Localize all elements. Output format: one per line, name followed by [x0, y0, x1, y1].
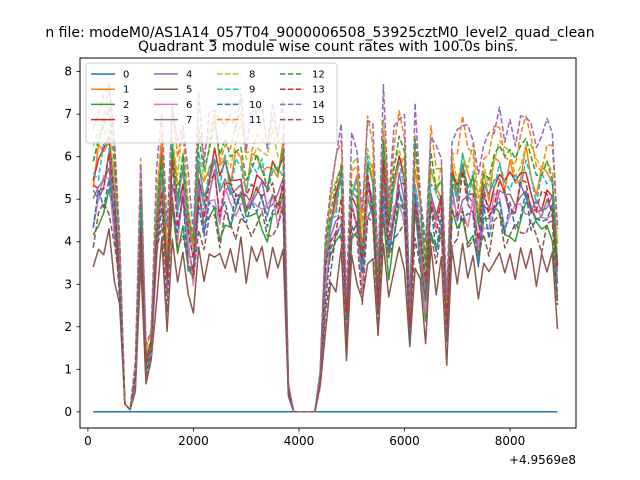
x-axis-offset-label: +4.9569e8	[509, 453, 576, 467]
legend-label: 11	[249, 115, 262, 126]
legend-label: 9	[249, 85, 255, 96]
x-tick-label: 4000	[284, 434, 315, 448]
y-tick-label: 5	[64, 192, 72, 206]
legend-label: 5	[186, 85, 192, 96]
y-tick-label: 3	[64, 277, 72, 291]
x-axis: 0 2000 4000 6000 8000	[84, 428, 525, 448]
x-tick-label: 2000	[178, 434, 209, 448]
series-line-13	[92, 153, 559, 413]
series-line-5	[92, 227, 559, 413]
legend-label: 1	[123, 85, 129, 96]
y-axis: 0 1 2 3 4 5 6 7 8	[64, 65, 80, 419]
y-tick-label: 0	[64, 405, 72, 419]
chart-title: Quadrant 3 module wise count rates with …	[138, 39, 518, 55]
y-tick-label: 6	[64, 150, 72, 164]
legend-label: 6	[186, 100, 192, 111]
x-tick-label: 6000	[389, 434, 420, 448]
legend-label: 8	[249, 70, 255, 81]
series-line-14	[92, 83, 559, 413]
y-tick-label: 8	[64, 65, 72, 79]
legend-box	[85, 62, 338, 144]
y-tick-label: 4	[64, 235, 72, 249]
legend-label: 4	[186, 70, 192, 81]
y-tick-label: 2	[64, 320, 72, 334]
legend-label: 12	[312, 70, 325, 81]
legend-label: 3	[123, 115, 129, 126]
x-tick-label: 0	[84, 434, 92, 448]
series-line-8	[92, 114, 559, 413]
y-tick-label: 1	[64, 362, 72, 376]
series-layer	[92, 83, 559, 413]
legend-label: 0	[123, 70, 129, 81]
plot-frame	[79, 57, 577, 429]
x-tick-label: 8000	[495, 434, 526, 448]
series-line-15	[92, 196, 559, 413]
legend-label: 15	[312, 115, 325, 126]
legend-label: 7	[186, 115, 192, 126]
legend-label: 13	[312, 85, 325, 96]
legend-label: 14	[312, 100, 325, 111]
figure-suptitle: n file: modeM0/AS1A14_057T04_9000006508_…	[45, 25, 594, 41]
legend-label: 2	[123, 100, 129, 111]
legend-label: 10	[249, 100, 262, 111]
y-tick-label: 7	[64, 107, 72, 121]
